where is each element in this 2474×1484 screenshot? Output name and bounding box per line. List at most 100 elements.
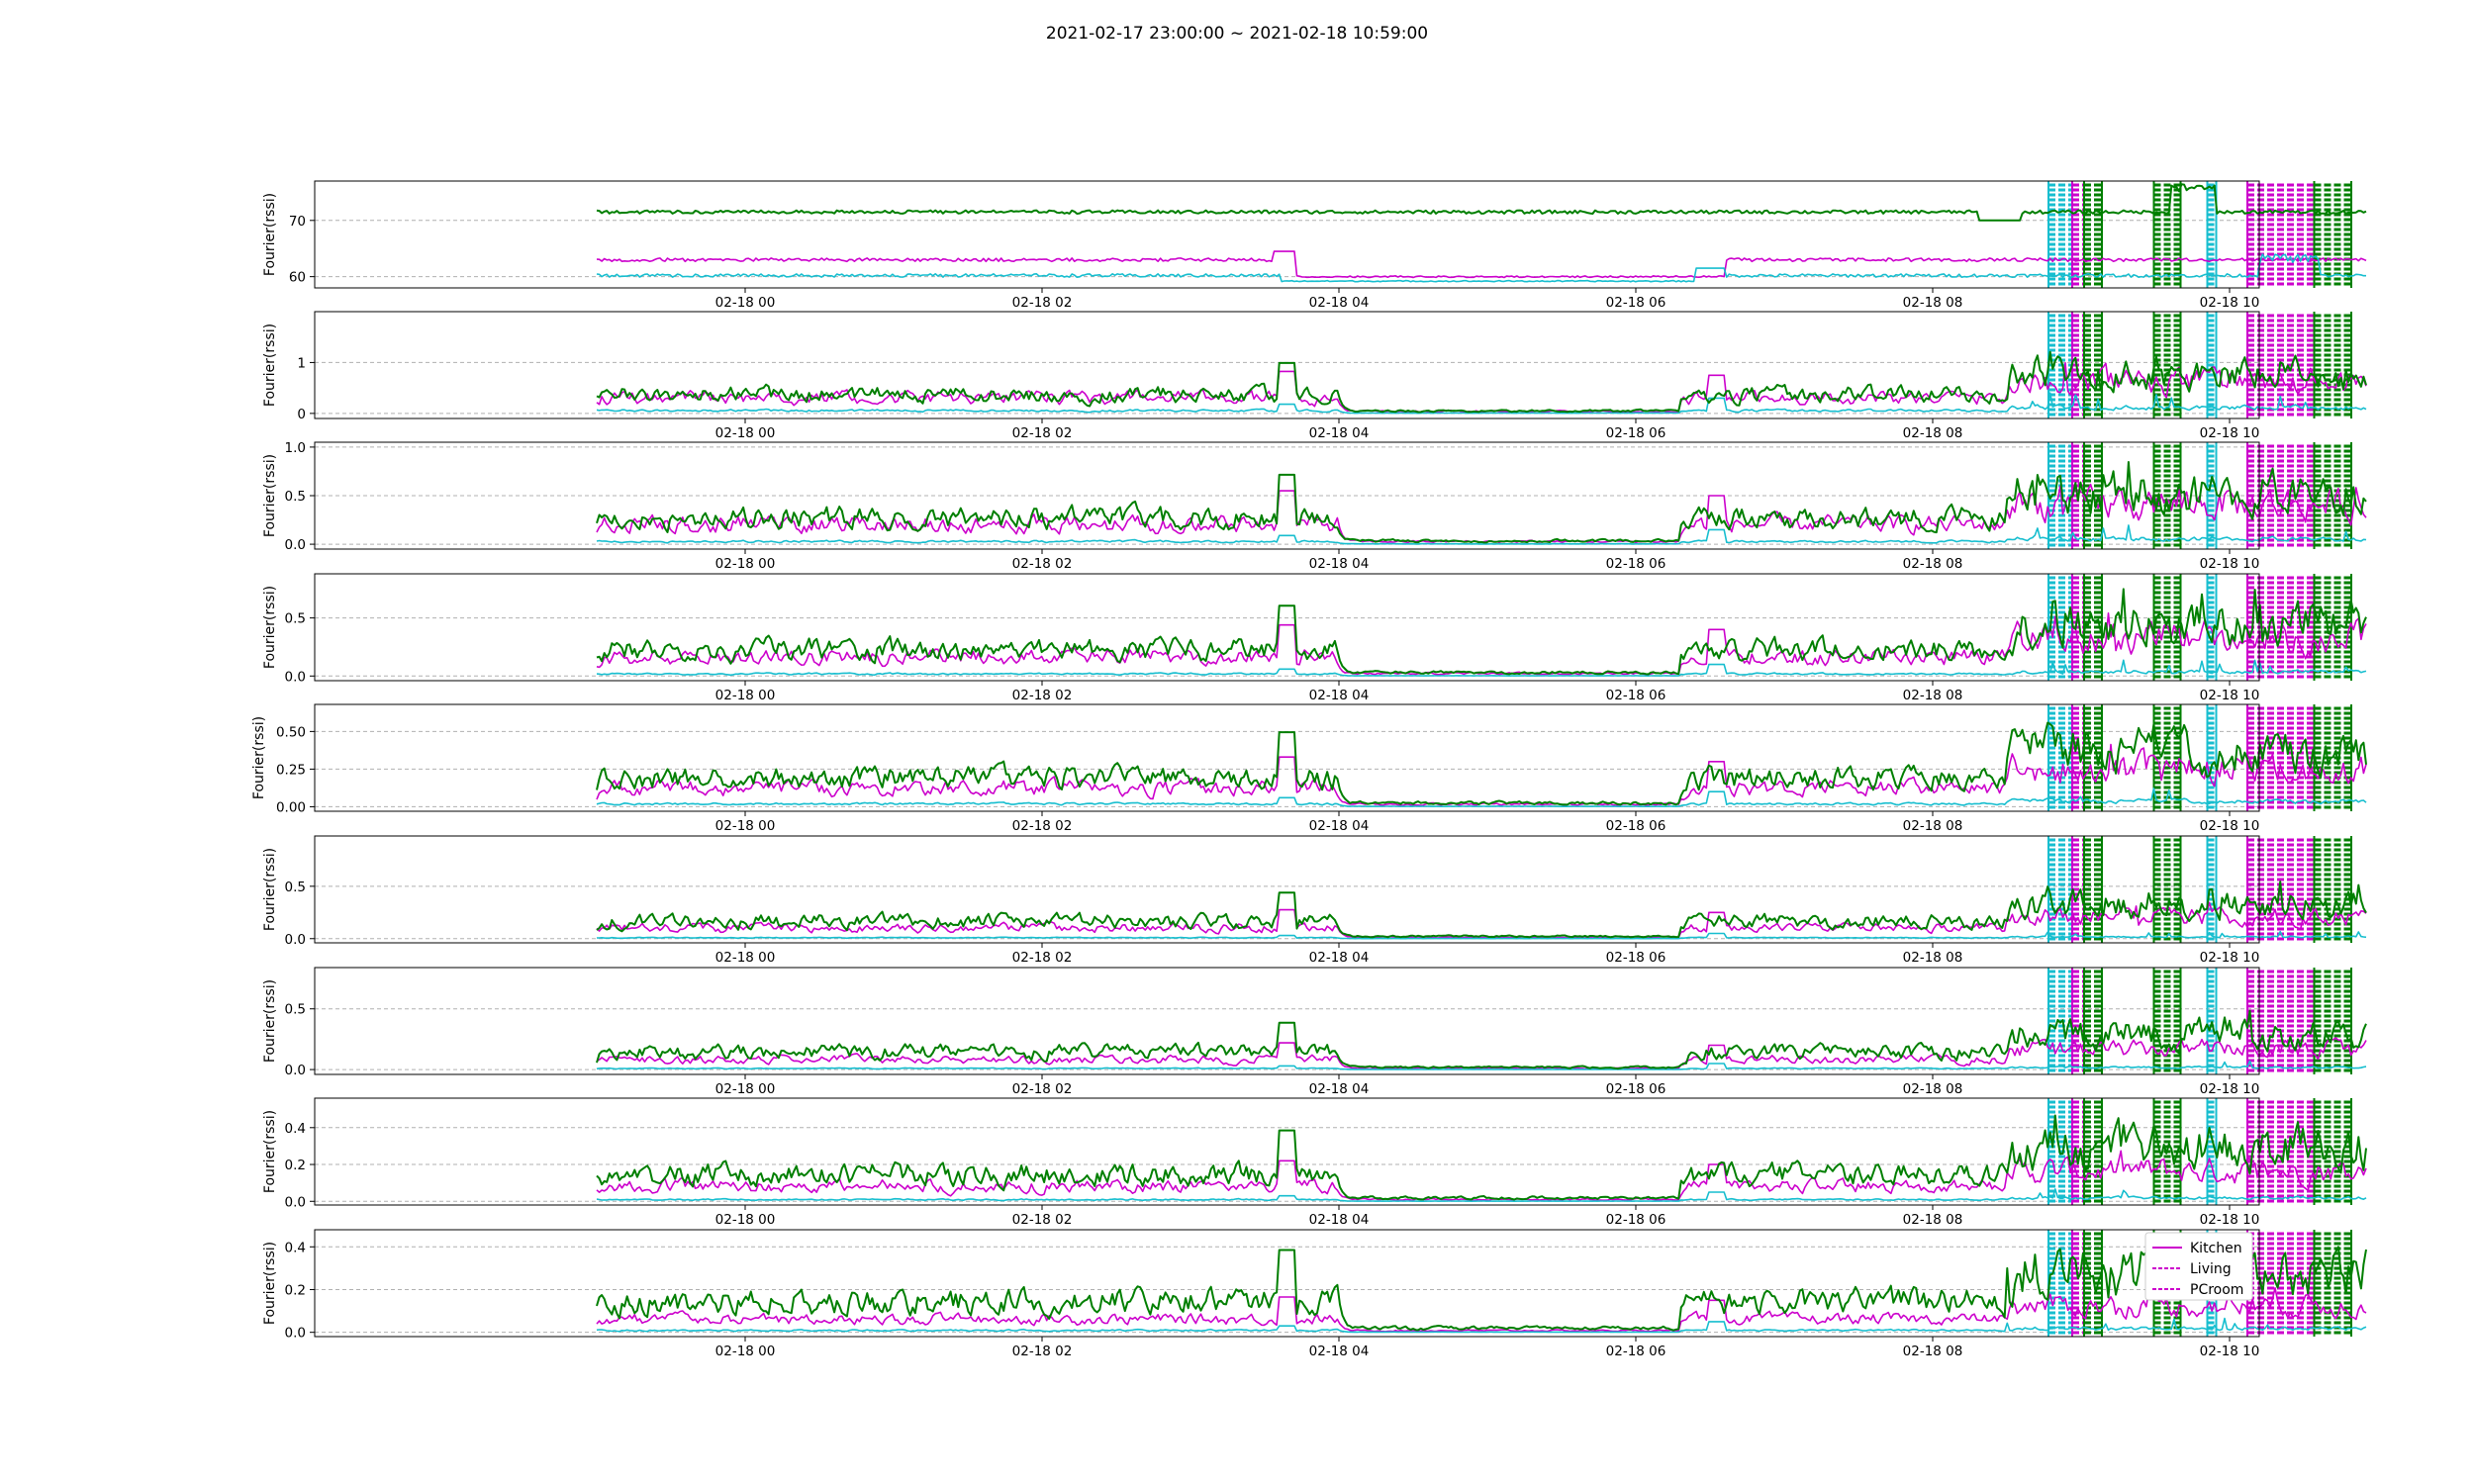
axes-frame (314, 311, 2260, 419)
panel-9: 0.0 0.2 0.4 Fourier(rssi) 02-18 00 02-18 02 02… (262, 1229, 2367, 1359)
panel-1: 60 70 Fourier(rssi) 02-18 00 02-18 02 02-18 0… (262, 180, 2367, 311)
x-tick-label: 02-18 06 (1606, 295, 1666, 311)
x-tick-label: 02-18 10 (2200, 295, 2260, 311)
series-line-pcroom (596, 881, 2367, 939)
x-tick-label: 02-18 08 (1903, 1344, 1963, 1359)
x-tick-label: 02-18 10 (2200, 688, 2260, 703)
y-tick-label: 0.2 (285, 1282, 306, 1298)
y-tick-label: 60 (289, 270, 306, 286)
y-tick-label: 0.0 (285, 1194, 306, 1210)
y-axis-label: Fourier(rssi) (262, 1110, 278, 1193)
panel-2: 0 1 Fourier(rssi) 02-18 00 02-18 02 02-18 04 0… (262, 311, 2367, 441)
y-tick-label: 70 (289, 214, 306, 230)
x-tick-label: 02-18 00 (715, 688, 776, 703)
x-tick-label: 02-18 04 (1309, 425, 1370, 441)
x-tick-label: 02-18 08 (1903, 950, 1963, 966)
axes-frame (314, 180, 2260, 289)
x-tick-label: 02-18 02 (1012, 1212, 1073, 1228)
y-tick-label: 1 (297, 355, 306, 371)
panel-5: 0.00 0.25 0.50 Fourier(rssi) 02-18 00 02-18 0… (251, 703, 2367, 834)
x-tick-label: 02-18 04 (1309, 1344, 1370, 1359)
series-line-living (596, 788, 2367, 807)
y-tick-label: 0 (297, 407, 306, 422)
x-tick-label: 02-18 02 (1012, 688, 1073, 703)
y-axis-label: Fourier(rssi) (262, 454, 278, 537)
x-tick-label: 02-18 04 (1309, 950, 1370, 966)
legend-box (2144, 1232, 2253, 1301)
axes-frame (314, 703, 2260, 812)
x-tick-label: 02-18 08 (1903, 1212, 1963, 1228)
series-line-pcroom (596, 461, 2367, 544)
y-tick-label: 0.5 (285, 880, 306, 895)
chart-title: 2021-02-17 23:00:00 ~ 2021-02-18 10:59:0… (1045, 24, 1429, 44)
x-tick-label: 02-18 04 (1309, 556, 1370, 572)
y-tick-label: 0.25 (276, 762, 306, 778)
x-tick-label: 02-18 08 (1903, 295, 1963, 311)
axes-frame (314, 573, 2260, 682)
x-tick-label: 02-18 06 (1606, 425, 1666, 441)
x-tick-label: 02-18 08 (1903, 1081, 1963, 1097)
y-tick-label: 0.4 (285, 1240, 306, 1255)
x-tick-label: 02-18 10 (2200, 556, 2260, 572)
x-tick-label: 02-18 06 (1606, 688, 1666, 703)
x-tick-label: 02-18 06 (1606, 950, 1666, 966)
x-tick-label: 02-18 04 (1309, 1081, 1370, 1097)
x-tick-label: 02-18 06 (1606, 818, 1666, 834)
axes-frame (314, 1097, 2260, 1206)
y-tick-label: 0.0 (285, 537, 306, 553)
series-line-living (596, 524, 2367, 545)
series-line-kitchen (596, 1150, 2367, 1201)
panel-6: 0.0 0.5 Fourier(rssi) 02-18 00 02-18 02 02-18… (262, 835, 2367, 966)
series-line-pcroom (596, 350, 2367, 414)
y-axis-label: Fourier(rssi) (251, 716, 267, 799)
x-tick-label: 02-18 06 (1606, 1344, 1666, 1359)
y-tick-label: 0.0 (285, 669, 306, 685)
panel-7: 0.0 0.5 Fourier(rssi) 02-18 00 02-18 02 02-18… (262, 967, 2367, 1097)
series-line-pcroom (596, 1234, 2367, 1332)
panel-3: 0.0 0.5 1.0 Fourier(rssi) 02-18 00 02-18 02 02… (262, 440, 2367, 572)
x-tick-label: 02-18 02 (1012, 425, 1073, 441)
x-tick-label: 02-18 02 (1012, 556, 1073, 572)
series-line-kitchen (596, 1287, 2367, 1333)
series-line-living (596, 253, 2366, 283)
x-tick-label: 02-18 00 (715, 295, 776, 311)
x-tick-label: 02-18 10 (2200, 1212, 2260, 1228)
x-tick-label: 02-18 02 (1012, 1344, 1073, 1359)
series-line-pcroom (596, 588, 2367, 676)
series-line-kitchen (596, 612, 2367, 676)
x-tick-label: 02-18 08 (1903, 425, 1963, 441)
x-tick-label: 02-18 00 (715, 818, 776, 834)
x-tick-label: 02-18 10 (2200, 950, 2260, 966)
x-tick-label: 02-18 02 (1012, 818, 1073, 834)
legend-label-living: Living (2190, 1261, 2232, 1277)
x-tick-label: 02-18 02 (1012, 1081, 1073, 1097)
x-tick-label: 02-18 00 (715, 556, 776, 572)
x-tick-label: 02-18 08 (1903, 818, 1963, 834)
y-axis-label: Fourier(rssi) (262, 193, 278, 276)
x-tick-label: 02-18 00 (715, 1344, 776, 1359)
y-tick-label: 0.0 (285, 1063, 306, 1078)
series-line-pcroom (596, 1114, 2367, 1201)
series-line-living (596, 1188, 2367, 1202)
y-tick-label: 0.5 (285, 489, 306, 505)
y-axis-label: Fourier(rssi) (262, 1242, 278, 1325)
panel-8: 0.0 0.2 0.4 Fourier(rssi) 02-18 00 02-18 02 02… (262, 1097, 2367, 1228)
x-tick-label: 02-18 10 (2200, 818, 2260, 834)
legend-label-pcroom: PCroom (2190, 1282, 2243, 1298)
x-tick-label: 02-18 04 (1309, 688, 1370, 703)
series-line-living (597, 930, 2367, 940)
axes-frame (314, 967, 2260, 1075)
x-tick-label: 02-18 00 (715, 425, 776, 441)
series-line-living (596, 392, 2367, 415)
x-tick-label: 02-18 10 (2200, 1344, 2260, 1359)
y-tick-label: 0.00 (276, 799, 306, 815)
x-tick-label: 02-18 10 (2200, 425, 2260, 441)
series-line-pcroom (596, 183, 2367, 222)
legend: Kitchen Living PCroom (2144, 1232, 2253, 1301)
x-tick-label: 02-18 00 (715, 1081, 776, 1097)
x-tick-label: 02-18 02 (1012, 950, 1073, 966)
y-tick-label: 1.0 (285, 440, 306, 456)
y-tick-label: 0.2 (285, 1158, 306, 1173)
x-tick-label: 02-18 08 (1903, 556, 1963, 572)
series-line-pcroom (596, 1009, 2367, 1070)
